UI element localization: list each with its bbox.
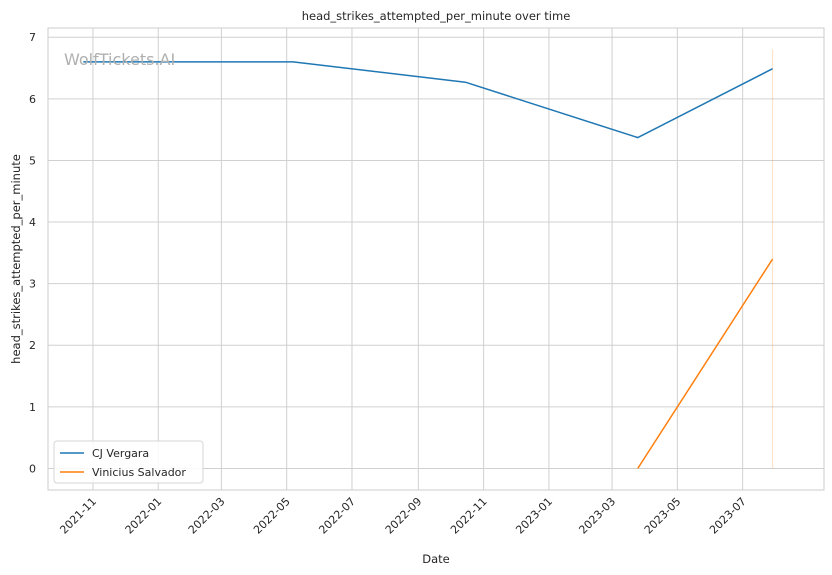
y-tick-label: 3 bbox=[29, 278, 36, 291]
chart-title: head_strikes_attempted_per_minute over t… bbox=[302, 9, 571, 23]
x-axis-label: Date bbox=[422, 552, 450, 566]
y-tick-label: 2 bbox=[29, 339, 36, 352]
series-layer bbox=[83, 49, 774, 469]
y-tick-label: 7 bbox=[29, 31, 36, 44]
y-axis-label: head_strikes_attempted_per_minute bbox=[9, 154, 23, 364]
y-tick-label: 1 bbox=[29, 401, 36, 414]
legend: CJ Vergara Vinicius Salvador bbox=[53, 440, 204, 484]
plot-frame bbox=[47, 27, 825, 491]
y-tick-label: 6 bbox=[29, 93, 36, 106]
y-tick-label: 0 bbox=[29, 462, 36, 475]
legend-entry-1: Vinicius Salvador bbox=[92, 466, 186, 479]
watermark: WolfTickets.AI bbox=[64, 50, 175, 69]
y-tick-label: 5 bbox=[29, 154, 36, 167]
series-line-1 bbox=[637, 258, 774, 469]
series-line-0 bbox=[83, 61, 773, 139]
legend-entry-0: CJ Vergara bbox=[92, 447, 149, 460]
y-tick-label: 4 bbox=[29, 216, 36, 229]
legend-box bbox=[53, 440, 204, 484]
y-tick-labels: 0 1 2 3 4 5 6 7 bbox=[29, 31, 36, 475]
